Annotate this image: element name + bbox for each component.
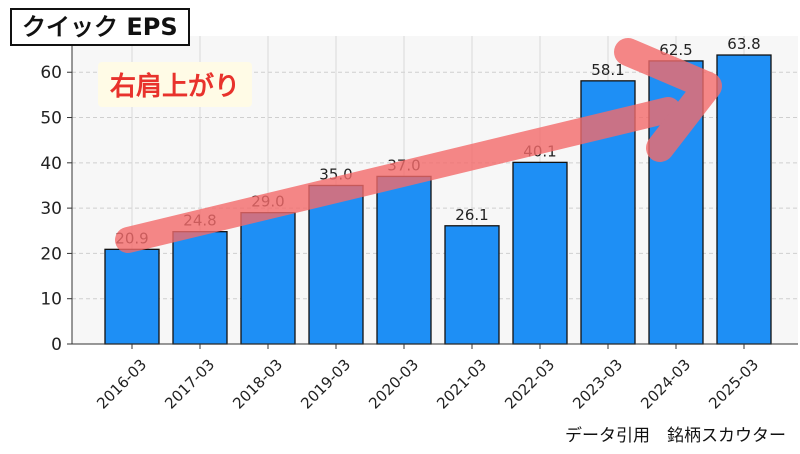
x-tick-label: 2016-03 [93,356,150,413]
bar [376,175,432,345]
bar [716,54,772,345]
x-tick-label: 2020-03 [365,356,422,413]
bar [172,231,228,345]
x-tick-label: 2025-03 [705,356,762,413]
y-tick-label: 40 [40,154,62,174]
data-credit: データ引用 銘柄スカウター [565,426,786,446]
bar-value-label: 63.8 [727,35,760,53]
x-tick-label: 2022-03 [501,356,558,413]
trend-arrow-head [614,38,722,162]
y-tick-label: 50 [40,109,62,129]
x-tick-label: 2023-03 [569,356,626,413]
y-tick-label: 20 [40,244,62,264]
x-tick-label: 2018-03 [229,356,286,413]
bar-value-label: 58.1 [591,61,624,79]
x-tick-label: 2021-03 [433,356,490,413]
x-tick-label: 2019-03 [297,356,354,413]
x-tick-label: 2017-03 [161,356,218,413]
y-tick-label: 60 [40,63,62,83]
x-tick-label: 2024-03 [637,356,694,413]
bar-value-label: 26.1 [455,206,488,224]
bar [444,225,500,345]
trend-arrow-shaft [115,97,681,253]
y-tick-label: 0 [51,335,62,355]
chart-title: クイック EPS [10,8,190,46]
trend-annotation: 右肩上がり [98,62,253,107]
y-tick-label: 10 [40,290,62,310]
bar [512,161,568,345]
y-tick-label: 30 [40,199,62,219]
trend-arrow [115,38,722,253]
bar [104,248,160,345]
bar [240,211,296,345]
bar [308,184,364,345]
